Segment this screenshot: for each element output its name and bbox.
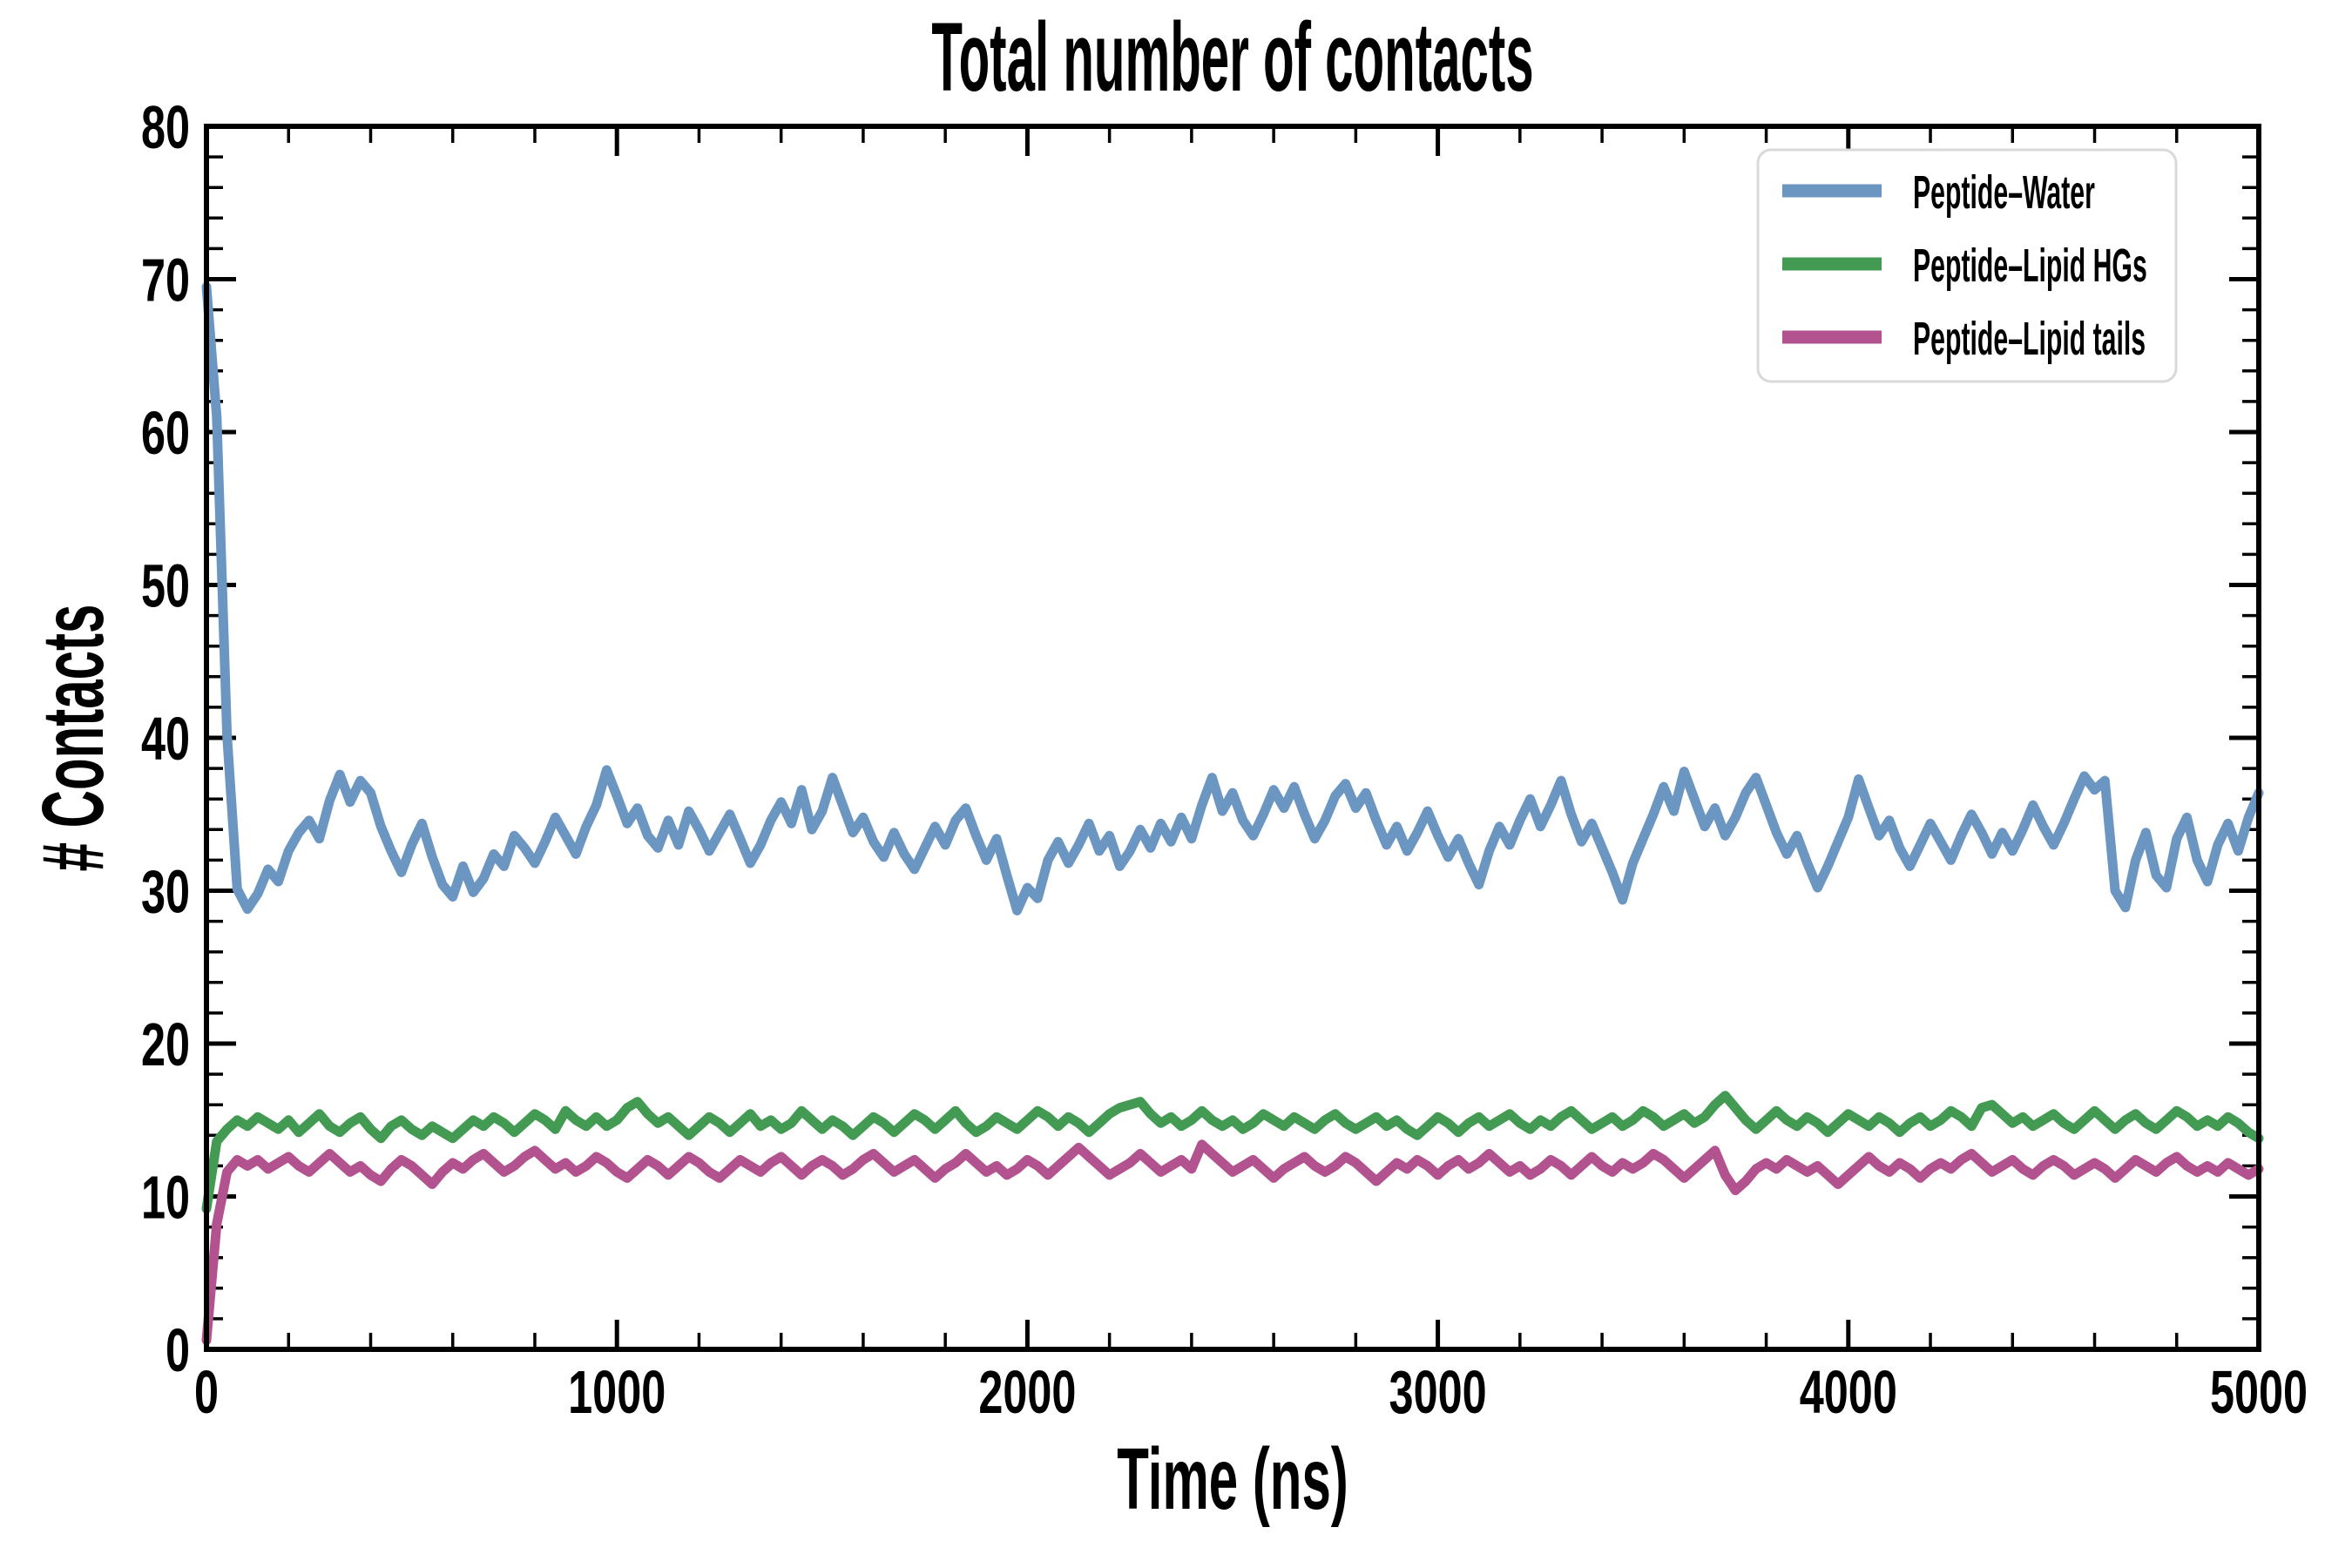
x-tick-label: 2000 xyxy=(978,1358,1076,1426)
line-peptide-lipid-tails xyxy=(201,1139,2264,1345)
series-lines xyxy=(201,281,2264,1345)
y-tick-label: 60 xyxy=(141,399,190,467)
legend-swatch-peptide-water xyxy=(1782,184,1882,198)
line-peptide-lipid-hgs xyxy=(201,1091,2264,1213)
tick-labels: 0 1000 2000 3000 4000 5000 0 10 20 30 40 50 60 70 80 xyxy=(141,93,2308,1426)
y-tick-label: 20 xyxy=(141,1010,190,1078)
plot-frame xyxy=(204,124,2261,1352)
legend-label-peptide-water: Peptide–Water xyxy=(1913,166,2095,219)
y-tick-label: 30 xyxy=(141,857,190,925)
chart-title: Total number of contacts xyxy=(931,2,1533,111)
x-tick-label: 1000 xyxy=(568,1358,666,1426)
legend-swatch-peptide-lipid-tails xyxy=(1782,330,1882,344)
y-tick-label: 0 xyxy=(166,1316,190,1384)
y-tick-label: 70 xyxy=(141,246,190,314)
x-tick-label: 0 xyxy=(194,1358,219,1426)
legend: Peptide–Water Peptide–Lipid HGs Peptide–Li… xyxy=(1756,148,2178,383)
y-tick-label: 80 xyxy=(141,93,190,161)
legend-label-peptide-lipid-tails: Peptide–Lipid tails xyxy=(1913,313,2146,365)
y-tick-label: 40 xyxy=(141,705,190,773)
x-tick-label: 3000 xyxy=(1389,1358,1487,1426)
legend-box xyxy=(1756,148,2178,383)
x-axis-label: Time (ns) xyxy=(1117,1430,1348,1528)
axes-spines xyxy=(204,124,2261,1352)
y-tick-label: 50 xyxy=(141,551,190,619)
x-tick-label: 4000 xyxy=(1800,1358,1897,1426)
line-peptide-water xyxy=(201,281,2264,916)
y-axis-label: # Contacts xyxy=(24,605,122,872)
x-tick-label: 5000 xyxy=(2210,1358,2308,1426)
legend-swatch-peptide-lipid-hgs xyxy=(1782,257,1882,271)
legend-label-peptide-lipid-hgs: Peptide–Lipid HGs xyxy=(1913,240,2147,292)
y-tick-label: 10 xyxy=(141,1163,190,1231)
